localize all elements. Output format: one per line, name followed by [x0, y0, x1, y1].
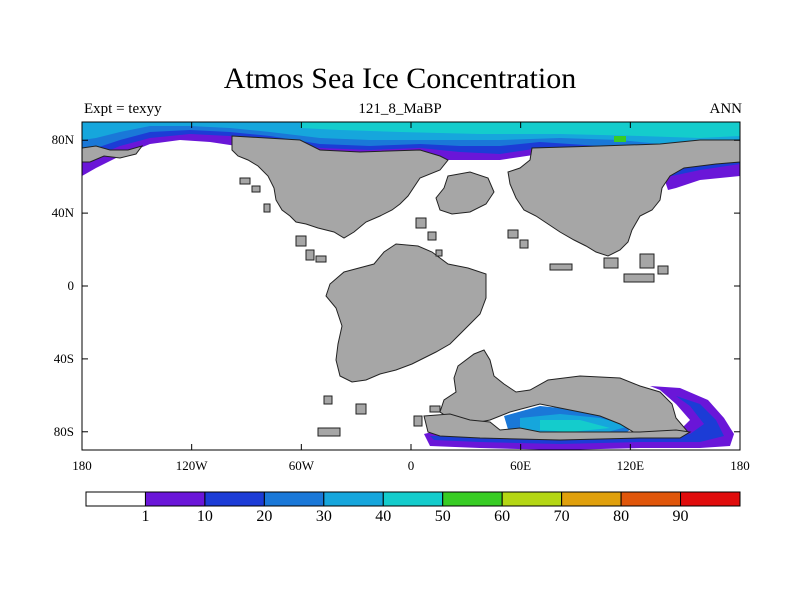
colorbar-swatch	[204, 491, 265, 507]
colorbar-level-label: 1	[141, 508, 150, 525]
x-tick-label: 180	[72, 458, 92, 473]
map-title: Atmos Sea Ice Concentration	[223, 62, 577, 95]
colorbar-level-label: 70	[553, 508, 570, 525]
colorbar-swatch	[144, 491, 206, 507]
colorbar-level-label: 20	[256, 508, 273, 525]
y-tick-label: 80N	[51, 132, 74, 148]
period-label: 121_8_MaBP	[358, 101, 442, 117]
x-tick-label: 0	[407, 458, 415, 473]
x-tick-label: 60W	[288, 458, 314, 473]
x-tick-label: 120W	[175, 458, 208, 473]
x-tick-label: 60E	[510, 458, 532, 473]
colorbar-swatch	[442, 491, 503, 507]
colorbar-swatch	[561, 491, 622, 507]
colorbar-level-label: 80	[613, 508, 630, 525]
colorbar-swatch	[680, 491, 741, 507]
colorbar-level-label: 40	[375, 508, 392, 525]
colorbar-swatch	[85, 491, 146, 507]
season-label: ANN	[709, 101, 743, 117]
colorbar-level-label: 90	[672, 508, 689, 525]
colorbar-level-label: 60	[494, 508, 511, 525]
colorbar-swatch	[501, 491, 563, 507]
colorbar-swatch	[382, 491, 444, 507]
colorbar-level-label: 10	[196, 508, 213, 525]
x-tick-label: 120E	[616, 458, 645, 473]
colorbar-level-label: 30	[315, 508, 332, 525]
y-tick-label: 40S	[53, 350, 74, 366]
axis-ticks	[81, 122, 741, 450]
x-tick-label: 180	[730, 458, 750, 473]
colorbar	[85, 491, 741, 507]
colorbar-swatch	[263, 491, 325, 507]
land-masses	[81, 135, 741, 441]
experiment-label: Expt = texyy	[84, 101, 162, 117]
y-tick-label: 40N	[51, 205, 74, 221]
y-tick-label: 0	[67, 278, 75, 293]
y-tick-label: 80S	[53, 423, 74, 439]
colorbar-swatch	[323, 491, 384, 507]
colorbar-level-label: 50	[434, 508, 451, 525]
colorbar-swatch	[620, 491, 682, 507]
